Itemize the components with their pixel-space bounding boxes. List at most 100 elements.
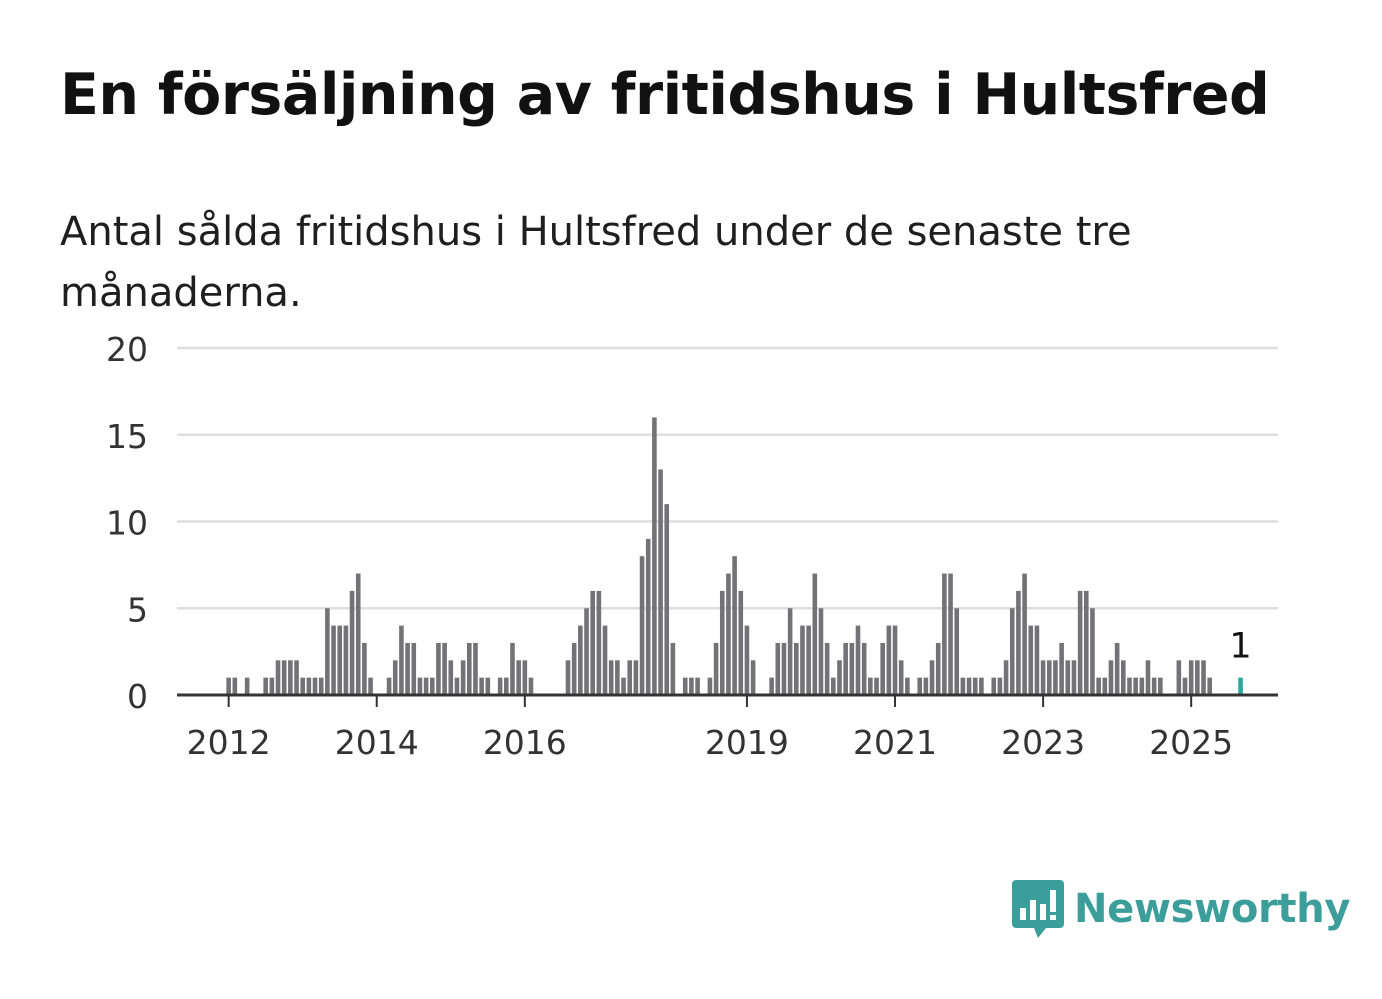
bar xyxy=(929,660,935,695)
bar xyxy=(522,660,528,695)
x-tick-label: 2012 xyxy=(187,723,271,762)
bar xyxy=(343,625,349,695)
bar xyxy=(429,677,435,695)
bar xyxy=(769,677,774,695)
bar xyxy=(1102,677,1108,695)
bar xyxy=(966,677,972,695)
bar xyxy=(466,642,472,695)
bar xyxy=(436,642,441,695)
bar xyxy=(318,677,324,695)
newsworthy-logo: Newsworthy xyxy=(1010,878,1351,940)
bar xyxy=(1195,660,1200,695)
bar xyxy=(1176,660,1182,695)
bar xyxy=(331,625,336,695)
bar xyxy=(1139,677,1145,695)
bar xyxy=(602,625,608,695)
bar xyxy=(571,642,577,695)
bar xyxy=(1151,677,1157,695)
bar xyxy=(1003,660,1009,695)
bar xyxy=(658,469,663,695)
y-tick-label: 20 xyxy=(106,330,148,369)
bar xyxy=(596,590,602,695)
bar xyxy=(812,573,818,695)
bar xyxy=(1071,660,1077,695)
bar xyxy=(781,642,787,695)
bar xyxy=(1046,660,1052,695)
bar xyxy=(886,625,892,695)
bar xyxy=(917,677,922,695)
x-tick-label: 2019 xyxy=(705,723,789,762)
bar xyxy=(905,677,910,695)
bar xyxy=(1108,660,1114,695)
bar xyxy=(349,590,355,695)
highlighted-bar xyxy=(1238,677,1243,695)
bar xyxy=(386,677,392,695)
bar xyxy=(935,642,941,695)
bar xyxy=(1090,608,1095,695)
x-axis-ticks: 2012 2014 2016 2019 2021 2023 2025 xyxy=(187,695,1233,762)
bar xyxy=(1182,677,1188,695)
bar xyxy=(281,660,287,695)
chart-title: En försäljning av fritidshus i Hultsfred xyxy=(60,62,1270,128)
bar xyxy=(991,677,997,695)
bar xyxy=(528,677,534,695)
bar xyxy=(1083,590,1089,695)
bar xyxy=(448,660,454,695)
bar xyxy=(244,677,250,695)
bar xyxy=(874,677,879,695)
gridlines xyxy=(177,346,1278,610)
bar xyxy=(818,608,824,695)
bar xyxy=(1201,660,1206,695)
bar xyxy=(837,660,842,695)
bar xyxy=(399,625,404,695)
y-tick-label: 10 xyxy=(106,504,148,543)
bar xyxy=(275,660,281,695)
bar xyxy=(405,642,410,695)
bar xyxy=(732,556,737,695)
bar xyxy=(775,642,781,695)
data-labels: 1 xyxy=(1229,627,1251,667)
bar xyxy=(1016,590,1021,695)
bar xyxy=(726,573,731,695)
bar xyxy=(325,608,330,695)
bar xyxy=(972,677,978,695)
bar xyxy=(997,677,1003,695)
bar xyxy=(1145,660,1151,695)
y-tick-label: 15 xyxy=(106,417,148,456)
bar xyxy=(1207,677,1212,695)
bar xyxy=(1114,642,1120,695)
bar xyxy=(1059,642,1064,695)
bar xyxy=(923,677,929,695)
bar xyxy=(880,642,885,695)
bar xyxy=(849,642,855,695)
bar xyxy=(695,677,700,695)
bar xyxy=(682,677,688,695)
bar xyxy=(226,677,231,695)
bar xyxy=(300,677,305,695)
bar xyxy=(294,660,299,695)
data-label: 1 xyxy=(1229,627,1251,667)
bar xyxy=(504,677,509,695)
bar xyxy=(824,642,830,695)
bar xyxy=(263,677,268,695)
bar xyxy=(516,660,521,695)
bar xyxy=(652,417,657,695)
bar xyxy=(355,573,361,695)
bar xyxy=(806,625,811,695)
bar xyxy=(473,642,478,695)
bar xyxy=(1077,590,1083,695)
bar xyxy=(707,677,713,695)
bar xyxy=(510,642,515,695)
bar xyxy=(787,608,793,695)
x-tick-label: 2021 xyxy=(853,723,937,762)
bar xyxy=(312,677,318,695)
y-axis-ticks: 0 5 10 15 20 xyxy=(106,330,148,716)
bar xyxy=(744,625,750,695)
bar xyxy=(892,625,898,695)
bar xyxy=(621,677,626,695)
bar xyxy=(578,625,583,695)
bar xyxy=(1096,677,1101,695)
bar xyxy=(979,677,984,695)
y-tick-label: 0 xyxy=(127,677,148,716)
bar xyxy=(664,504,670,695)
